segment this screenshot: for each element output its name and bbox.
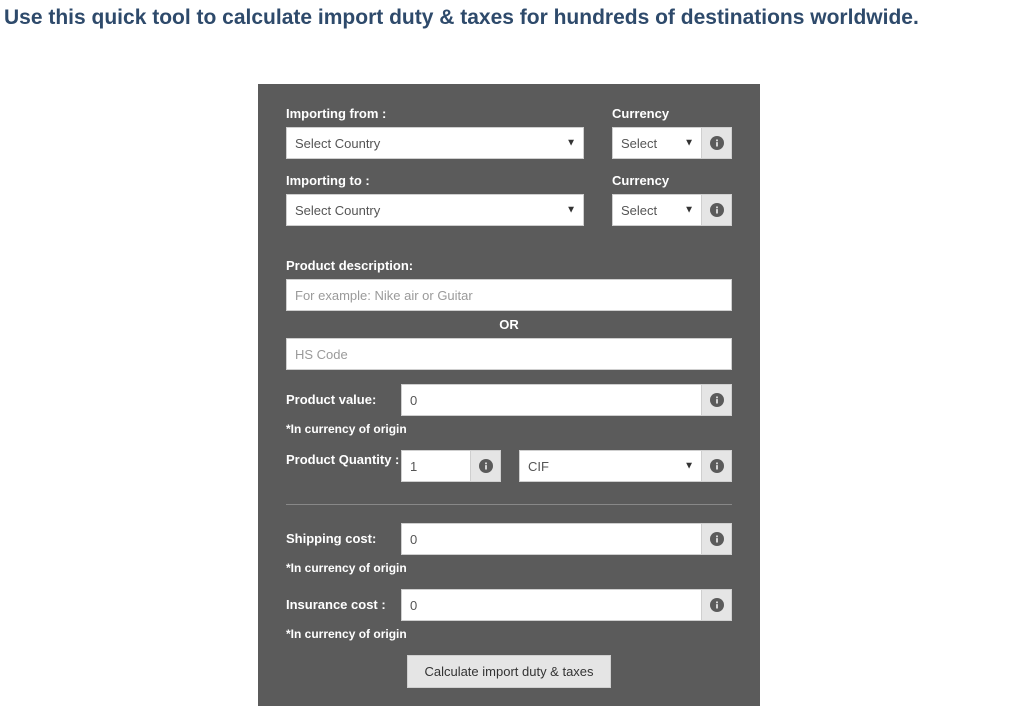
product-quantity-info-button[interactable] xyxy=(471,450,501,482)
info-icon xyxy=(479,459,493,473)
product-quantity-input[interactable] xyxy=(401,450,471,482)
info-icon xyxy=(710,393,724,407)
shipping-cost-note: *In currency of origin xyxy=(286,561,732,575)
product-quantity-label: Product Quantity : xyxy=(286,450,401,482)
currency-to-label: Currency xyxy=(612,173,732,188)
product-description-input[interactable] xyxy=(286,279,732,311)
currency-from-select-wrap: Select ▼ xyxy=(612,127,702,159)
currency-from-select[interactable]: Select xyxy=(612,127,702,159)
product-description-label: Product description: xyxy=(286,258,732,273)
calculate-button[interactable]: Calculate import duty & taxes xyxy=(407,655,610,688)
importing-from-select[interactable]: Select Country xyxy=(286,127,584,159)
info-icon xyxy=(710,459,724,473)
shipping-cost-label: Shipping cost: xyxy=(286,523,401,555)
currency-from-label: Currency xyxy=(612,106,732,121)
info-icon xyxy=(710,203,724,217)
currency-from-info-button[interactable] xyxy=(702,127,732,159)
insurance-cost-info-button[interactable] xyxy=(702,589,732,621)
currency-to-select[interactable]: Select xyxy=(612,194,702,226)
divider xyxy=(286,504,732,505)
product-value-input[interactable] xyxy=(401,384,702,416)
info-icon xyxy=(710,136,724,150)
page-headline: Use this quick tool to calculate import … xyxy=(0,0,1021,30)
info-icon xyxy=(710,532,724,546)
hs-code-input[interactable] xyxy=(286,338,732,370)
insurance-cost-note: *In currency of origin xyxy=(286,627,732,641)
importing-from-select-wrap: Select Country ▼ xyxy=(286,127,584,159)
currency-to-select-wrap: Select ▼ xyxy=(612,194,702,226)
product-value-label: Product value: xyxy=(286,384,401,416)
ship-basis-select[interactable]: CIF xyxy=(519,450,702,482)
ship-basis-select-wrap: CIF ▼ xyxy=(519,450,702,482)
info-icon xyxy=(710,598,724,612)
currency-to-info-button[interactable] xyxy=(702,194,732,226)
ship-basis-info-button[interactable] xyxy=(702,450,732,482)
insurance-cost-label: Insurance cost : xyxy=(286,589,401,621)
shipping-cost-input[interactable] xyxy=(401,523,702,555)
product-value-info-button[interactable] xyxy=(702,384,732,416)
importing-from-label: Importing from : xyxy=(286,106,584,121)
insurance-cost-input[interactable] xyxy=(401,589,702,621)
calculator-panel: Importing from : Select Country ▼ Curren… xyxy=(258,84,760,706)
shipping-cost-info-button[interactable] xyxy=(702,523,732,555)
importing-to-select-wrap: Select Country ▼ xyxy=(286,194,584,226)
importing-to-label: Importing to : xyxy=(286,173,584,188)
or-divider: OR xyxy=(286,317,732,332)
product-value-note: *In currency of origin xyxy=(286,422,732,436)
importing-to-select[interactable]: Select Country xyxy=(286,194,584,226)
